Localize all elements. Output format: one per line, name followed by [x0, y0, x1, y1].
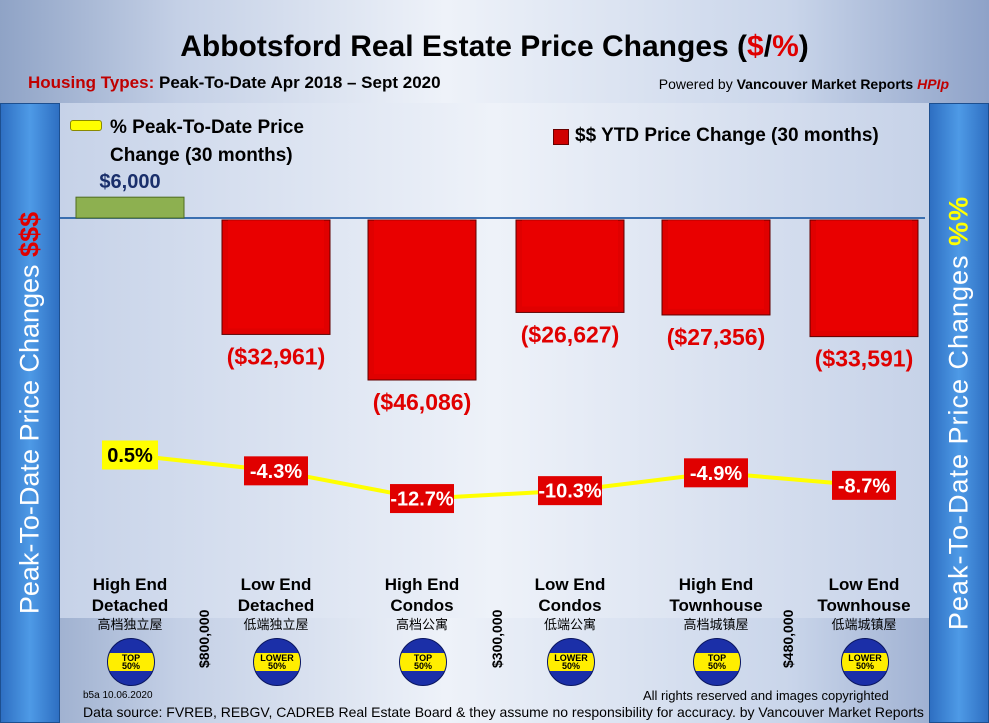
pct-label-box-0: [102, 440, 158, 470]
footer-rights: All rights reserved and images copyright…: [643, 688, 889, 703]
price-tier-1: $300,000: [489, 609, 505, 668]
category-chinese: 高档独立屋: [97, 617, 163, 632]
pct-label-2: -12.7%: [390, 489, 454, 511]
footer-code: b5a 10.06.2020: [83, 690, 153, 701]
chart-subtitle: Housing Types: Peak-To-Date Apr 2018 – S…: [28, 73, 441, 92]
plot-area: [58, 103, 929, 618]
category-label-5: Low End Townhouse 低端城镇屋: [794, 574, 934, 633]
bar-value-label-5: ($33,591): [815, 346, 913, 372]
pct-line: [129, 453, 865, 501]
category-line1: High End: [384, 575, 460, 594]
category-label-4: High End Townhouse 高档城镇屋: [646, 574, 786, 633]
bar-highlight-4: [668, 220, 764, 309]
bar-value-label-2: ($46,086): [373, 389, 471, 415]
category-line2: Condos: [390, 596, 454, 615]
pct-label-0: 0.5%: [107, 445, 153, 467]
tier-badge-3: LOWER 50%: [547, 638, 595, 686]
left-axis-bar: Peak-To-Date Price Changes $$$: [0, 103, 60, 723]
category-label-0: High End Detached 高档独立屋: [60, 574, 200, 633]
bar-0: [75, 196, 185, 219]
pct-label-box-3: [538, 476, 602, 506]
category-chinese: 低端公寓: [543, 617, 596, 632]
tier-badge-text: TOP 50%: [694, 653, 740, 671]
pct-label-5: -8.7%: [838, 475, 890, 497]
pct-label-box-4: [684, 458, 748, 488]
right-axis-bar: Peak-To-Date Price Changes %%: [929, 103, 989, 723]
pct-label-4: -4.9%: [690, 463, 742, 485]
tier-badge-text: LOWER 50%: [548, 653, 594, 671]
category-line2: Townhouse: [669, 596, 763, 615]
price-tier-2: $480,000: [780, 609, 796, 668]
powered-by: Powered by Vancouver Market Reports HPIp: [658, 76, 949, 92]
legend-pct-label: % Peak-To-Date Price Change (30 months): [110, 117, 304, 166]
tier-badge-text: LOWER 50%: [842, 653, 888, 671]
chart-title: Abbotsford Real Estate Price Changes ($/…: [180, 30, 809, 63]
bar-highlight-5: [816, 220, 912, 331]
bar-value-label-0: $6,000: [99, 171, 160, 193]
category-chinese: 低端独立屋: [243, 617, 309, 632]
category-line1: Low End: [240, 575, 312, 594]
legend-ytd-label: $$ YTD Price Change (30 months): [575, 125, 879, 146]
pct-label-3: -10.3%: [538, 481, 602, 503]
tier-badge-5: LOWER 50%: [841, 638, 889, 686]
legend-bar-swatch: [553, 129, 569, 145]
bar-highlight-2: [374, 220, 470, 374]
bar-value-label-4: ($27,356): [667, 324, 765, 350]
tier-badge-text: TOP 50%: [400, 653, 446, 671]
bar-value-label-3: ($26,627): [521, 321, 619, 347]
bar-highlight-3: [522, 220, 618, 307]
category-line2: Condos: [538, 596, 602, 615]
legend-line-swatch: [70, 120, 102, 131]
category-chinese: 高档公寓: [395, 617, 448, 632]
pct-label-1: -4.3%: [250, 461, 302, 483]
tier-badge-text: LOWER 50%: [254, 653, 300, 671]
category-line1: High End: [92, 575, 168, 594]
category-label-2: High End Condos 高档公寓: [352, 574, 492, 633]
bar-value-label-1: ($32,961): [227, 343, 325, 369]
tier-badge-text: TOP 50%: [108, 653, 154, 671]
tier-badge-2: TOP 50%: [399, 638, 447, 686]
category-line1: High End: [678, 575, 754, 594]
footer-source: Data source: FVREB, REBGV, CADREB Real E…: [83, 704, 924, 720]
category-chinese: 高档城镇屋: [683, 617, 749, 632]
pct-label-box-5: [832, 470, 896, 500]
tier-badge-0: TOP 50%: [107, 638, 155, 686]
pct-label-box-1: [244, 456, 308, 486]
pct-label-box-2: [390, 484, 454, 514]
category-line1: Low End: [534, 575, 606, 594]
category-chinese: 低端城镇屋: [831, 617, 897, 632]
bar-highlight-1: [228, 220, 324, 329]
category-label-1: Low End Detached 低端独立屋: [206, 574, 346, 633]
tier-badge-4: TOP 50%: [693, 638, 741, 686]
category-line2: Townhouse: [817, 596, 911, 615]
category-line2: Detached: [91, 596, 169, 615]
category-line2: Detached: [237, 596, 315, 615]
tier-badge-1: LOWER 50%: [253, 638, 301, 686]
category-line1: Low End: [828, 575, 900, 594]
category-label-3: Low End Condos 低端公寓: [500, 574, 640, 633]
price-tier-0: $800,000: [196, 609, 212, 668]
